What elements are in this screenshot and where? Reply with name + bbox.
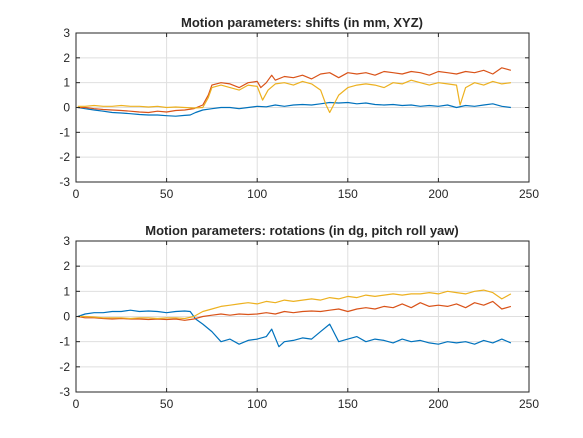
rotations-x-tick-label: 250: [519, 397, 539, 411]
rotations-y-tick-label: -2: [59, 360, 70, 374]
shifts-series-line-3: [77, 79, 511, 114]
shifts-y-tick-label: 3: [63, 26, 70, 40]
rotations-x-tick-label: 150: [338, 397, 358, 411]
shifts-y-tick-label: -1: [59, 125, 70, 139]
rotations-y-tick-label: -3: [59, 385, 70, 399]
shifts-plot: Motion parameters: shifts (in mm, XYZ) 0…: [59, 15, 539, 201]
rotations-x-tick-label: 50: [160, 397, 174, 411]
shifts-x-tick-label: 250: [519, 187, 539, 201]
shifts-y-tick-label: -3: [59, 175, 70, 189]
shifts-series-line-2: [77, 67, 512, 114]
shifts-y-tick-label: 1: [63, 76, 70, 90]
rotations-y-tick-label: -1: [59, 335, 70, 349]
rotations-y-tick-label: 0: [63, 310, 70, 324]
rotations-x-tick-label: 200: [428, 397, 448, 411]
rotations-y-tick-label: 3: [63, 234, 70, 248]
shifts-x-tick-label: 200: [428, 187, 448, 201]
rotations-y-tick-label: 1: [63, 284, 70, 298]
shifts-x-tick-label: 150: [338, 187, 358, 201]
rotations-series-line-2: [77, 300, 512, 321]
shifts-series-line-1: [77, 101, 511, 117]
rotations-series-line-1: [77, 309, 512, 348]
shifts-x-tick-label: 100: [247, 187, 267, 201]
rotations-x-tick-label: 0: [73, 397, 80, 411]
shifts-x-tick-label: 50: [160, 187, 174, 201]
rotations-y-tick-label: 2: [63, 259, 70, 273]
shifts-y-tick-label: 2: [63, 51, 70, 65]
shifts-y-tick-label: 0: [63, 101, 70, 115]
shifts-x-tick-label: 0: [73, 187, 80, 201]
rotations-plot-title: Motion parameters: rotations (in dg, pit…: [145, 223, 458, 238]
rotations-x-tick-label: 100: [247, 397, 267, 411]
rotations-series-line-3: [77, 289, 512, 320]
shifts-y-tick-label: -2: [59, 150, 70, 164]
rotations-plot: Motion parameters: rotations (in dg, pit…: [59, 223, 539, 411]
shifts-plot-title: Motion parameters: shifts (in mm, XYZ): [181, 15, 423, 30]
